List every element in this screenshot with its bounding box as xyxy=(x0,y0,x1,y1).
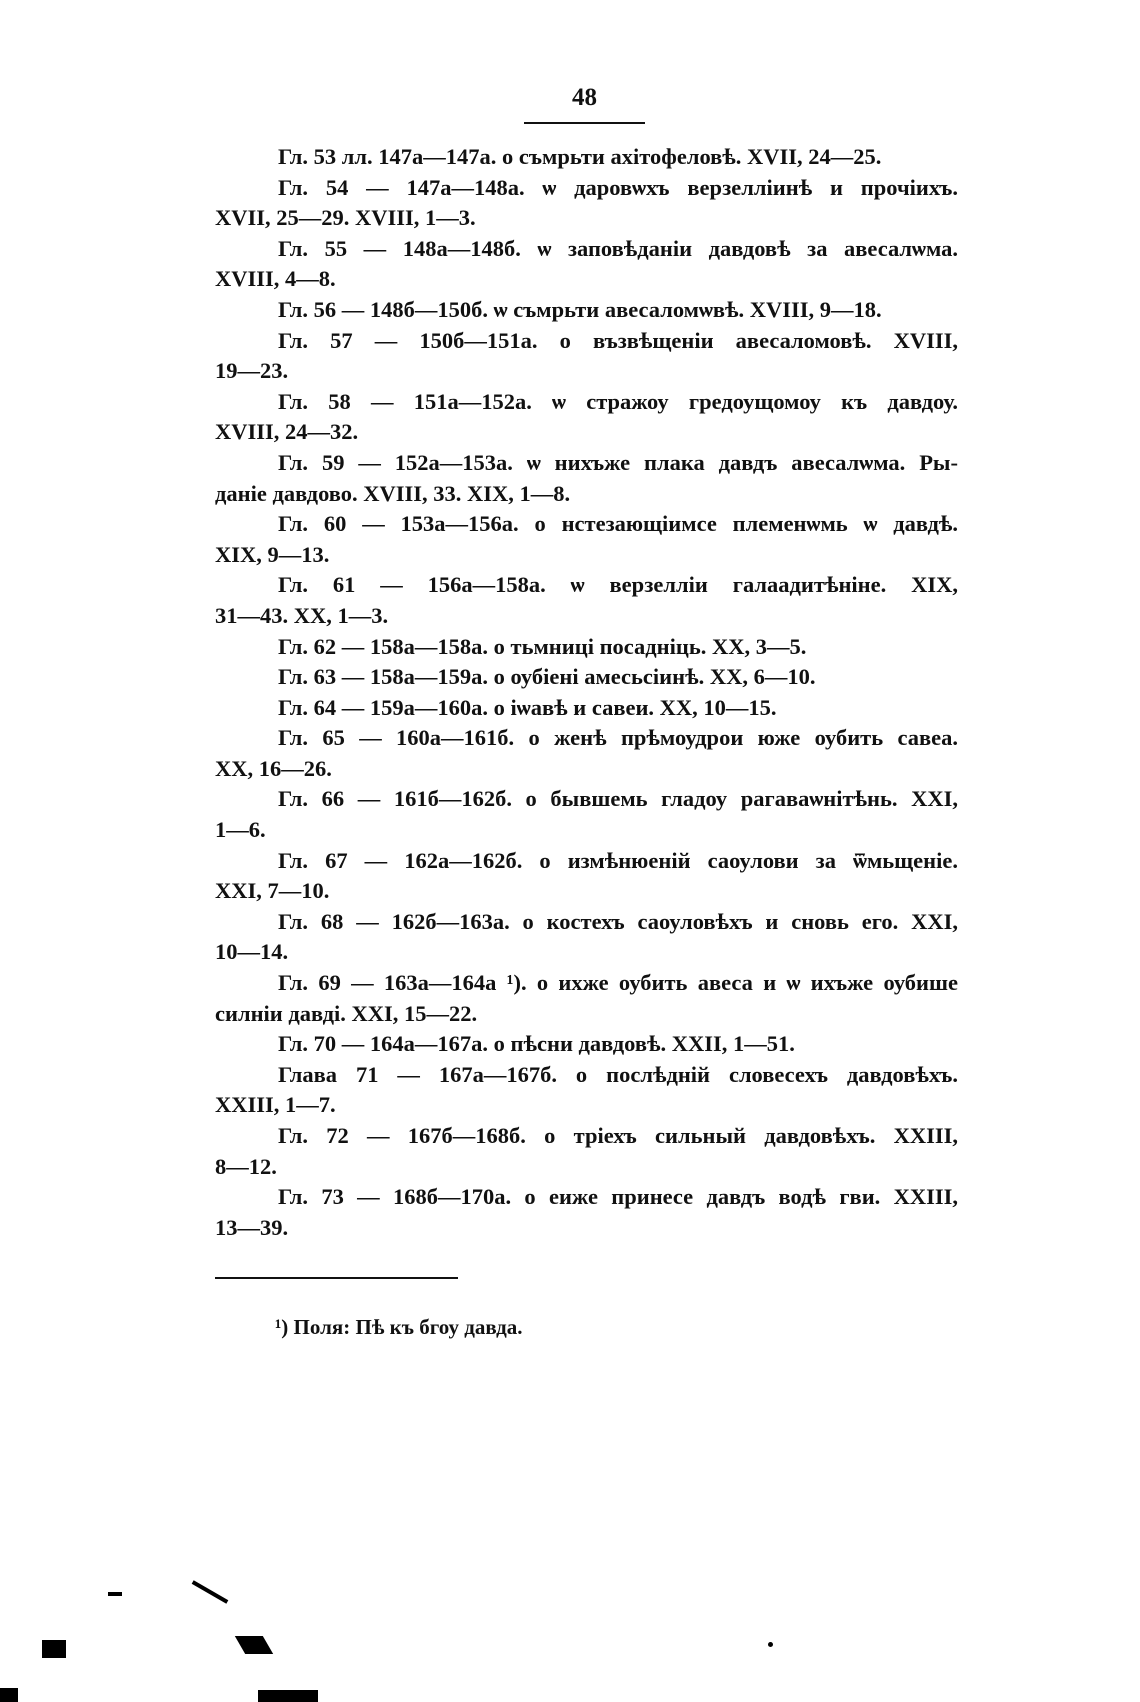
chapter-entry-continuation: 31—43. XX, 1—3. xyxy=(215,602,389,628)
chapter-entry-continuation: 19—23. xyxy=(215,358,289,384)
chapter-entry-continuation: 13—39. xyxy=(215,1214,289,1240)
chapter-entry: Гл. 65 — 160а—161б. о женѣ прѣмоудрои юж… xyxy=(278,725,958,751)
chapter-entry: Гл. 68 — 162б—163а. о костехъ саоуловѣхъ… xyxy=(278,908,958,934)
chapter-entry: Гл. 53 лл. 147а—147а. о съмрьти ахітофел… xyxy=(278,144,882,169)
chapter-entry-continuation: XVII, 25—29. XVIII, 1—3. xyxy=(215,205,476,231)
chapter-entry: Гл. 60 — 153а—156а. о нстезающіимсе плем… xyxy=(278,511,958,537)
chapter-entry: Гл. 54 — 147а—148а. ѡ даровѡхъ верзелліи… xyxy=(278,174,958,200)
footnote: ¹) Поля: Пѣ къ бгоу давда. xyxy=(275,1315,523,1339)
chapter-entry: Гл. 59 — 152а—153а. ѡ нихъже плака давдъ… xyxy=(278,449,958,475)
scan-artifact xyxy=(258,1690,318,1702)
chapter-entry: Гл. 62 — 158а—158а. о тьмниці посадніць.… xyxy=(278,633,807,659)
chapter-entry-continuation: XX, 16—26. xyxy=(215,755,332,781)
chapter-entry: Гл. 69 — 163а—164а ¹). о ихже оубить аве… xyxy=(278,970,958,996)
chapter-entry-continuation: XXI, 7—10. xyxy=(215,878,330,904)
chapter-entry: Гл. 58 — 151а—152а. ѡ стражоу гредоущомо… xyxy=(278,388,958,414)
chapter-entry-continuation: XXIII, 1—7. xyxy=(215,1092,336,1118)
chapter-entry-continuation: XIX, 9—13. xyxy=(215,541,330,567)
chapter-entry: Гл. 63 — 158а—159а. о оубіені амесьсіинѣ… xyxy=(278,664,816,690)
chapter-entry: Глава 71 — 167а—167б. о послѣдній словес… xyxy=(278,1061,958,1087)
scan-artifact xyxy=(42,1640,66,1658)
chapter-entry-continuation: 8—12. xyxy=(215,1153,277,1179)
chapter-index-list: Гл. 53 лл. 147а—147а. о съмрьти ахітофел… xyxy=(215,142,958,1243)
scan-artifact xyxy=(234,1636,274,1654)
chapter-entry-continuation: XVIII, 24—32. xyxy=(215,419,359,445)
footnote-rule xyxy=(215,1277,458,1279)
chapter-entry: Гл. 66 — 161б—162б. о бывшемь гладоу раг… xyxy=(278,786,958,812)
scan-artifact xyxy=(191,1580,229,1604)
scan-artifact xyxy=(108,1592,122,1596)
page-number-rule xyxy=(524,122,645,124)
chapter-entry: Гл. 73 — 168б—170а. о еиже принесе давдъ… xyxy=(278,1184,958,1210)
chapter-entry-continuation: 10—14. xyxy=(215,939,289,965)
chapter-entry: Гл. 72 — 167б—168б. о тріехъ сильный дав… xyxy=(278,1123,958,1148)
chapter-entry-continuation: даніе давдово. XVIII, 33. XIX, 1—8. xyxy=(215,480,571,506)
scan-artifact xyxy=(768,1642,773,1647)
chapter-entry: Гл. 67 — 162а—162б. о измѣнюеній саоулов… xyxy=(278,847,958,873)
chapter-entry: Гл. 61 — 156а—158а. ѡ верзелліи галаадит… xyxy=(278,572,958,598)
page-number: 48 xyxy=(572,84,597,111)
chapter-entry-continuation: силніи давді. XXI, 15—22. xyxy=(215,1000,478,1026)
chapter-entry-continuation: 1—6. xyxy=(215,817,266,843)
chapter-entry: Гл. 55 — 148а—148б. ѡ заповѣданіи давдов… xyxy=(278,235,958,261)
chapter-entry: Гл. 56 — 148б—150б. ѡ съмрьти авесаломѡв… xyxy=(278,296,882,322)
chapter-entry-continuation: XVIII, 4—8. xyxy=(215,266,336,292)
chapter-entry: Гл. 70 — 164а—167а. о пѣсни давдовѣ. XXI… xyxy=(278,1031,795,1057)
scan-artifact xyxy=(0,1688,18,1702)
chapter-entry: Гл. 57 — 150б—151а. о възвѣщеніи авесало… xyxy=(278,327,958,353)
chapter-entry: Гл. 64 — 159а—160а. о іѡавѣ и савеи. XX,… xyxy=(278,694,777,720)
